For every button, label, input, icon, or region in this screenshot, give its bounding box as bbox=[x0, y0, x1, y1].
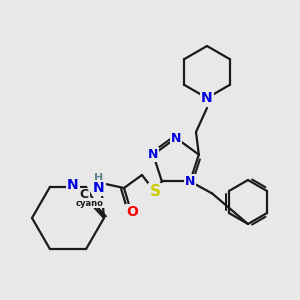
Text: H: H bbox=[94, 173, 103, 183]
Text: C: C bbox=[80, 188, 88, 202]
Text: N: N bbox=[148, 148, 158, 161]
Text: N: N bbox=[67, 178, 79, 192]
Text: N: N bbox=[201, 91, 213, 105]
Text: S: S bbox=[149, 184, 161, 200]
Text: O: O bbox=[126, 205, 138, 219]
Text: N: N bbox=[171, 131, 181, 145]
Text: N: N bbox=[185, 175, 195, 188]
Text: N: N bbox=[93, 181, 105, 195]
Text: cyano: cyano bbox=[76, 199, 104, 208]
